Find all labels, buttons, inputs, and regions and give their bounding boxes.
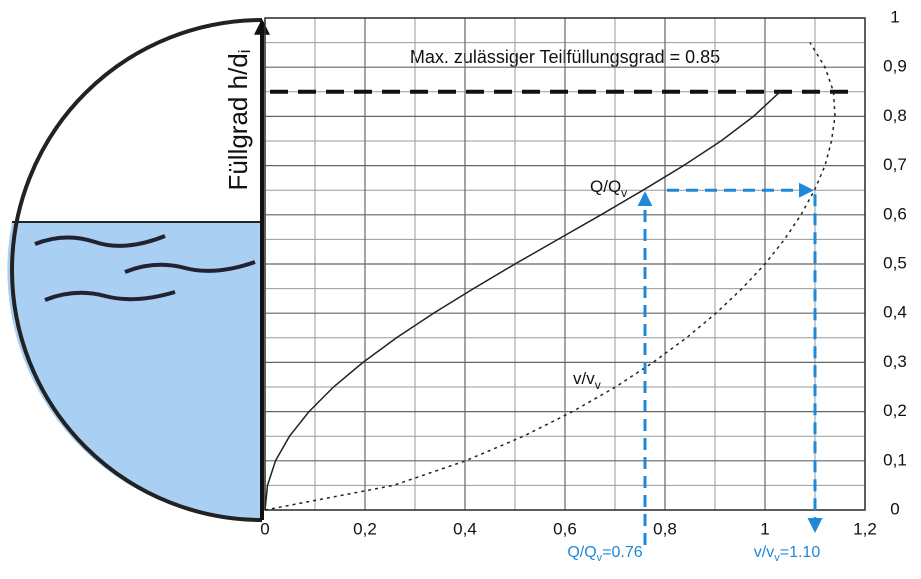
reading-rest: =1.10 [780,544,821,561]
y-tick-label: 0 [890,499,899,518]
y-tick-label: 0,4 [883,303,907,322]
y-tick-label: 0,1 [883,450,907,469]
series-name-sub: v [595,378,601,392]
y-tick-label: 0,5 [883,253,907,272]
y-tick-label: 1 [890,7,899,26]
wave [44,290,176,302]
reading-main: Q/Q [567,544,596,561]
x-tick-label: 0 [260,519,269,538]
series-label: Q/Qv [590,177,627,200]
reading-sub: v [774,552,780,564]
x-tick-label: 1 [760,519,769,538]
series-line [264,42,836,511]
y-tick-label: 0,9 [883,57,907,76]
y-tick-label: 0,2 [883,401,907,420]
y-tick-label: 0,8 [883,106,907,125]
reading-label: Q/Qv=0.76 [567,544,642,564]
y-tick-label: 0,3 [883,352,907,371]
x-tick-label: 0,8 [653,519,677,538]
series-name-sub: v [621,186,627,200]
plot-frame [264,17,866,511]
series-label: v/vv [573,369,601,392]
series-name: Q/Q [590,177,621,196]
x-tick-label: 0,2 [353,519,377,538]
series-name: v/v [573,369,595,388]
reading-sub: v [597,552,603,564]
x-tick-label: 0,6 [553,519,577,538]
reading-main: v/v [754,544,774,561]
y-tick-label: 0,6 [883,204,907,223]
reading-rest: =0.76 [602,544,643,561]
reading-label: v/vv=1.10 [754,544,821,564]
water [7,222,263,521]
pipe-wall [10,18,263,522]
x-tick-label: 0,4 [453,519,477,538]
wave [34,234,166,248]
x-tick-label: 1,2 [853,519,877,538]
y-tick-label: 0,7 [883,155,907,174]
series-line [264,91,781,511]
wave [124,260,256,274]
y-axis-label: Füllgrad h/di [223,49,255,190]
